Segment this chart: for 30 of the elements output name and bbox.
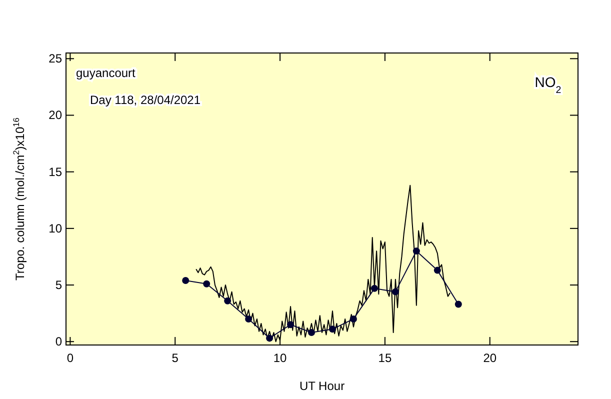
point bbox=[182, 276, 190, 284]
y-tick-label: 25 bbox=[48, 52, 62, 66]
point bbox=[287, 321, 294, 328]
y-tick-label: 20 bbox=[48, 108, 62, 122]
y-tick-label: 0 bbox=[55, 334, 62, 349]
x-axis-title: UT Hour bbox=[299, 379, 345, 393]
point bbox=[392, 288, 399, 296]
x-tick-label: 0 bbox=[66, 351, 74, 365]
point bbox=[454, 300, 462, 308]
point bbox=[308, 329, 316, 336]
point bbox=[328, 326, 336, 333]
y-tick-label: 5 bbox=[55, 278, 62, 292]
annotation: NO$_{2}$ bbox=[534, 74, 562, 96]
x-tick-label: 10 bbox=[273, 351, 288, 365]
point bbox=[266, 334, 274, 342]
line-series bbox=[196, 184, 450, 342]
x-tick-label: 20 bbox=[483, 351, 497, 365]
point bbox=[434, 266, 441, 274]
point bbox=[245, 315, 252, 322]
x-tick-label: 15 bbox=[378, 351, 392, 365]
point bbox=[350, 315, 357, 322]
annotation: guyancourt bbox=[76, 66, 136, 80]
point bbox=[224, 297, 232, 304]
point bbox=[412, 248, 420, 255]
point bbox=[370, 284, 378, 292]
point bbox=[203, 280, 210, 288]
x-tick-label: 5 bbox=[172, 351, 179, 365]
y-tick-label: 15 bbox=[48, 164, 62, 179]
y-tick-label: 10 bbox=[48, 221, 62, 236]
annotation: Day 118, 28/04/2021 bbox=[90, 93, 201, 107]
